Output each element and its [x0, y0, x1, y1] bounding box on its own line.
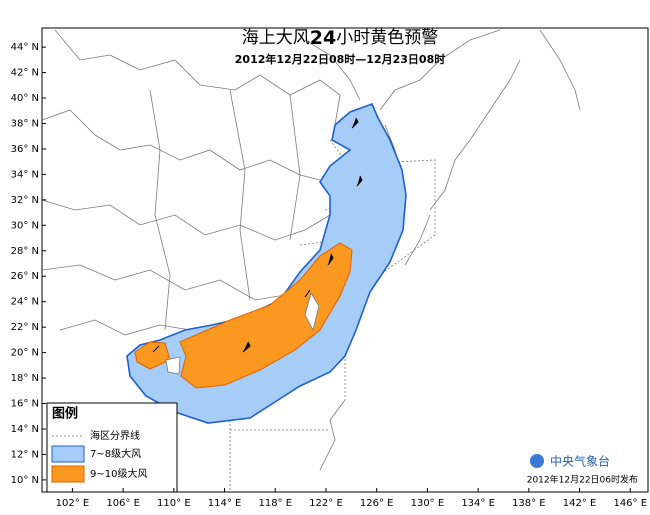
title-rest: 小时黄色预警 — [336, 28, 438, 48]
legend-label: 海区分界线 — [90, 429, 140, 442]
lon-tick-label: 122° E — [309, 498, 343, 509]
lon-tick-label: 110° E — [157, 498, 191, 509]
lat-tick-label: 12° N — [11, 449, 39, 460]
lat-tick-label: 30° N — [11, 220, 39, 231]
title: 海上大风24小时黄色预警 — [242, 27, 438, 49]
lon-tick-label: 134° E — [461, 498, 495, 509]
subtitle: 2012年12月22日08时—12月23日08时 — [235, 52, 445, 66]
lat-tick-label: 44° N — [11, 42, 39, 53]
wind-barbs — [152, 117, 363, 353]
lat-tick-label: 22° N — [11, 322, 39, 333]
legend-label: 7~8级大风 — [90, 447, 141, 460]
lat-tick-label: 38° N — [11, 118, 39, 129]
lat-tick-label: 26° N — [11, 271, 39, 282]
lat-tick-label: 42° N — [11, 68, 39, 79]
lon-tick-label: 106° E — [106, 498, 140, 509]
lat-tick-label: 18° N — [11, 373, 39, 384]
issuer: 中央气象台 — [550, 454, 610, 469]
lon-tick-label: 138° E — [512, 498, 546, 509]
lon-tick-label: 130° E — [411, 498, 445, 509]
legend-swatch — [51, 445, 85, 463]
legend-title: 图例 — [52, 406, 78, 422]
legend-swatch — [51, 465, 85, 483]
lat-tick-label: 10° N — [11, 475, 39, 486]
lat-tick-label: 36° N — [11, 144, 39, 155]
hainan-island — [165, 356, 181, 375]
lon-tick-label: 118° E — [258, 498, 292, 509]
lon-tick-label: 126° E — [360, 498, 394, 509]
title-hours: 24 — [310, 27, 336, 49]
lat-tick-label: 40° N — [11, 93, 39, 104]
gale-9-10-area — [179, 242, 353, 389]
lat-tick-label: 20° N — [11, 348, 39, 359]
lat-tick-label: 24° N — [11, 297, 39, 308]
lon-tick-label: 102° E — [56, 498, 90, 509]
lon-tick-label: 146° E — [613, 498, 647, 509]
issue-time: 2012年12月22日06时发布 — [527, 474, 638, 486]
lon-tick-label: 142° E — [563, 498, 597, 509]
lat-tick-label: 32° N — [11, 195, 39, 206]
axis-ticks: 102° E 106° E 110° E 114° E 118° E 122° E 126°… — [11, 42, 647, 509]
taiwan-island — [304, 292, 320, 332]
legend: 图例 海区分界线 7~8级大风 9~10级大风 — [46, 402, 178, 493]
lat-tick-label: 14° N — [11, 424, 39, 435]
logo — [530, 454, 544, 468]
lon-tick-label: 114° E — [208, 498, 242, 509]
lat-tick-label: 28° N — [11, 246, 39, 257]
lat-tick-label: 34° N — [11, 169, 39, 180]
legend-label: 9~10级大风 — [90, 467, 147, 480]
title-main: 海上大风 — [242, 28, 310, 48]
lat-tick-label: 16° N — [11, 399, 39, 410]
